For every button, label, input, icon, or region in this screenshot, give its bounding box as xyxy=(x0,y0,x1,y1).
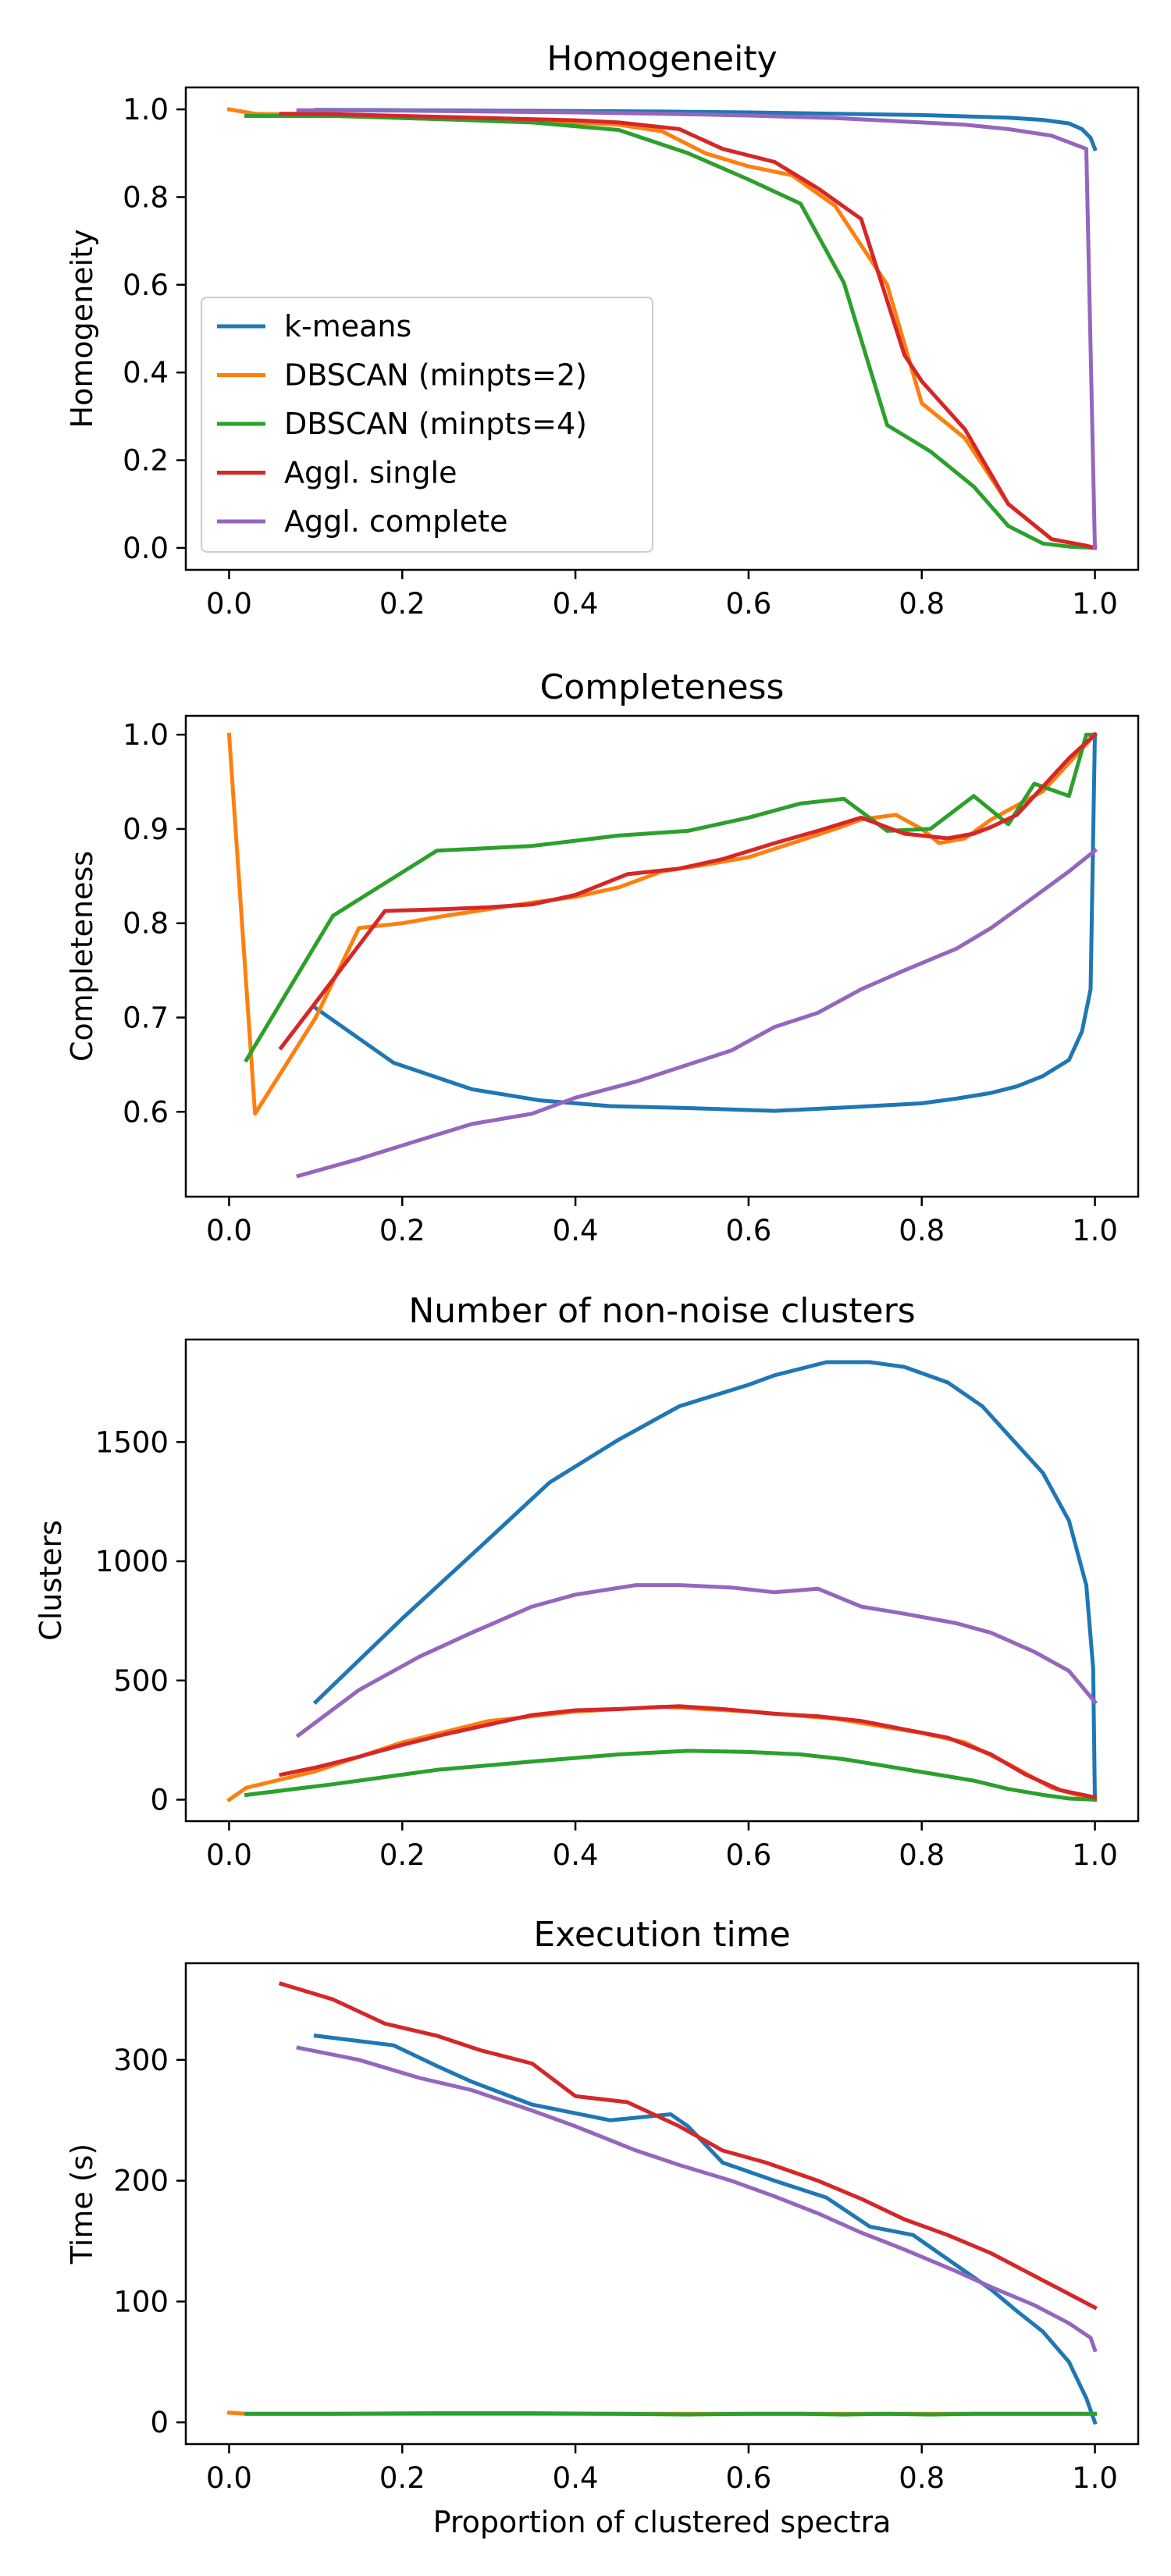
chart-title: Number of non-noise clusters xyxy=(408,1291,915,1331)
legend-entry-label: DBSCAN (minpts=2) xyxy=(284,358,587,393)
axes-frame xyxy=(184,1338,1140,1823)
x-tick-label: 0.2 xyxy=(379,2461,425,2495)
x-tick-label: 0.4 xyxy=(553,2461,599,2495)
legend-entry-label: Aggl. complete xyxy=(284,504,507,539)
y-axis-label: Time (s) xyxy=(65,2144,99,2265)
series-line-dbscan-minpts-4 xyxy=(244,114,1098,550)
y-tick-label: 0.7 xyxy=(123,1002,169,1035)
series-line-aggl-single xyxy=(278,1981,1098,2311)
y-tick-label: 1000 xyxy=(95,1545,169,1578)
series-line-dbscan-minpts-4 xyxy=(244,1749,1098,1802)
x-tick-label: 1.0 xyxy=(1072,1838,1118,1872)
x-tick-label: 1.0 xyxy=(1072,2461,1118,2495)
y-tick-label: 1500 xyxy=(95,1425,169,1459)
series-group xyxy=(226,1981,1098,2425)
x-tick-label: 0.6 xyxy=(725,2461,771,2495)
y-tick-label: 0.8 xyxy=(123,180,169,214)
x-tick-label: 1.0 xyxy=(1072,587,1118,621)
axes-frame xyxy=(184,86,1140,571)
y-tick-label: 0.4 xyxy=(123,356,169,390)
x-tick-label: 0.0 xyxy=(206,587,252,621)
y-tick-label: 500 xyxy=(113,1664,169,1698)
y-tick-label: 1.0 xyxy=(123,93,169,126)
y-tick-label: 1.0 xyxy=(123,718,169,752)
axes-frame xyxy=(184,1962,1140,2446)
legend-entry-label: Aggl. single xyxy=(284,456,457,490)
series-line-aggl-single xyxy=(279,1704,1098,1800)
x-tick-label: 0.2 xyxy=(379,587,425,621)
x-tick-label: 0.6 xyxy=(725,1214,771,1247)
x-tick-label: 0.4 xyxy=(553,587,599,621)
axes-frame xyxy=(184,714,1140,1198)
legend: k-means DBSCAN (minpts=2) DBSCAN (minpts=4… xyxy=(201,297,653,553)
x-tick-label: 0.8 xyxy=(899,2461,945,2495)
x-tick-label: 0.4 xyxy=(553,1214,599,1247)
x-tick-label: 0.0 xyxy=(206,1214,252,1247)
chart-title: Execution time xyxy=(533,1915,790,1955)
y-tick-label: 0.6 xyxy=(123,1095,169,1129)
series-line-dbscan-minpts-4 xyxy=(244,732,1097,1063)
y-tick-label: 300 xyxy=(113,2044,169,2077)
x-tick-label: 0.6 xyxy=(725,1838,771,1872)
x-tick-label: 0.2 xyxy=(379,1838,425,1872)
series-line-aggl-complete xyxy=(296,848,1098,1179)
chart-title: Completeness xyxy=(540,667,785,707)
x-tick-label: 0.8 xyxy=(899,1838,945,1872)
y-axis-label: Completeness xyxy=(65,851,99,1062)
series-line-k-means xyxy=(312,1360,1098,1802)
y-tick-label: 100 xyxy=(113,2285,169,2318)
series-group xyxy=(226,107,1098,550)
x-tick-label: 0.8 xyxy=(899,587,945,621)
y-tick-label: 200 xyxy=(113,2165,169,2198)
y-axis-label: Clusters xyxy=(34,1520,68,1641)
series-group xyxy=(226,731,1098,1179)
x-tick-label: 0.4 xyxy=(553,1838,599,1872)
series-line-aggl-single xyxy=(278,731,1098,1051)
y-tick-label: 0.0 xyxy=(123,532,169,565)
x-axis-label: Proportion of clustered spectra xyxy=(433,2505,892,2539)
series-line-aggl-single xyxy=(279,112,1098,550)
x-tick-label: 0.6 xyxy=(725,587,771,621)
chart-panel-2: Completeness 0.0 0.2 0.4 0.6 0.8 1.0 0.6 0.7 0.8 0… xyxy=(65,667,1140,1247)
chart-panel-1: Homogeneity 0.0 0.2 0.4 0.6 0.8 1.0 0.0 0.2 0.4 0.… xyxy=(65,39,1140,621)
x-tick-label: 0.0 xyxy=(206,2461,252,2495)
series-line-dbscan-minpts-4 xyxy=(244,2411,1097,2417)
y-tick-label: 0 xyxy=(150,1784,169,1817)
chart-panel-4: Execution time 0.0 0.2 0.4 0.6 0.8 1.0 0 100 200 3… xyxy=(65,1915,1140,2539)
x-tick-label: 0.2 xyxy=(379,1214,425,1247)
series-line-k-means xyxy=(312,732,1098,1113)
series-line-k-means xyxy=(313,2033,1098,2425)
series-line-aggl-complete xyxy=(295,1583,1098,1738)
chart-title: Homogeneity xyxy=(546,39,777,79)
y-tick-label: 0.6 xyxy=(123,269,169,302)
y-tick-label: 0.8 xyxy=(123,907,169,941)
series-line-aggl-complete xyxy=(296,108,1098,550)
x-tick-label: 0.0 xyxy=(206,1838,252,1872)
legend-entry-label: DBSCAN (minpts=4) xyxy=(284,407,587,441)
x-tick-label: 0.8 xyxy=(899,1214,945,1247)
legend-box xyxy=(201,297,653,553)
y-axis-label: Homogeneity xyxy=(65,229,99,429)
y-tick-label: 0.2 xyxy=(123,444,169,478)
legend-entry-label: k-means xyxy=(284,309,411,343)
chart-panel-3: Number of non-noise clusters 0.0 0.2 0.4 0.6… xyxy=(34,1291,1140,1872)
series-line-dbscan-minpts-2 xyxy=(226,731,1098,1116)
y-tick-label: 0 xyxy=(150,2406,169,2439)
series-line-aggl-complete xyxy=(296,2045,1098,2353)
y-tick-label: 0.9 xyxy=(123,813,169,846)
series-group xyxy=(226,1360,1098,1802)
x-tick-label: 1.0 xyxy=(1072,1214,1118,1247)
